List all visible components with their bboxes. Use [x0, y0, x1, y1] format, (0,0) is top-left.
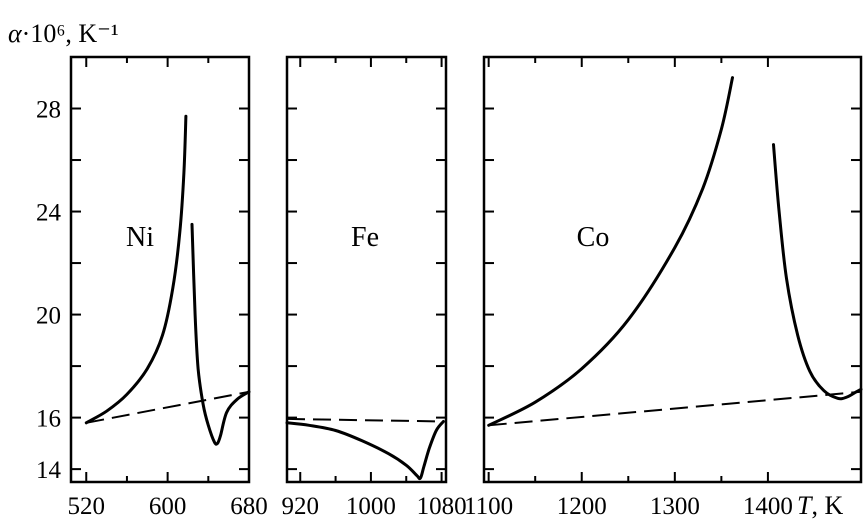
panel-fe: 920 1000 1080 Fe [282, 55, 467, 520]
y-axis-label: α·10⁶, K⁻¹ [8, 19, 119, 48]
panel-label-fe: Fe [351, 222, 379, 253]
x-tick-label: 1100 [464, 493, 513, 520]
panel-label-ni: Ni [126, 222, 154, 253]
panel-co: 1100 1200 1300 1400 Co [464, 55, 863, 520]
data-curve-ni-0 [84, 114, 188, 425]
panels: 520 600 680 Ni 920 1000 1080 Fe 1100 1200 1300 1400… [68, 55, 863, 520]
x-tick-label: 1300 [650, 493, 700, 520]
y-tick-label: 20 [36, 303, 61, 330]
panel-label-co: Co [577, 222, 610, 253]
x-axis-label: T, K [797, 491, 843, 520]
y-tick-label: 16 [36, 406, 61, 433]
y-tick-label: 24 [36, 200, 62, 227]
panel-frame [482, 55, 863, 484]
y-tick-label: 28 [36, 97, 61, 124]
baseline-dashed-line-fe-1 [286, 417, 444, 423]
x-tick-label: 600 [149, 493, 187, 520]
x-tick-label: 520 [68, 493, 106, 520]
x-tick-label: 1400 [743, 493, 793, 520]
y-tick-label: 14 [36, 457, 62, 484]
panel-ni: 520 600 680 Ni [68, 55, 268, 520]
panel-frame [285, 55, 448, 484]
x-tick-label: 1080 [417, 493, 467, 520]
x-tick-label: 1000 [346, 493, 396, 520]
data-curve-co-1 [772, 143, 863, 401]
data-curve-fe-0 [285, 420, 445, 481]
panel-frame [69, 55, 251, 484]
x-tick-label: 680 [230, 493, 268, 520]
x-tick-label: 1200 [557, 493, 607, 520]
data-curve-co-0 [487, 76, 734, 427]
x-tick-label: 920 [282, 493, 320, 520]
baseline-dashed-line-co-2 [488, 390, 862, 427]
data-curve-ni-1 [190, 222, 251, 446]
baseline-dashed-line-ni-2 [86, 390, 250, 424]
